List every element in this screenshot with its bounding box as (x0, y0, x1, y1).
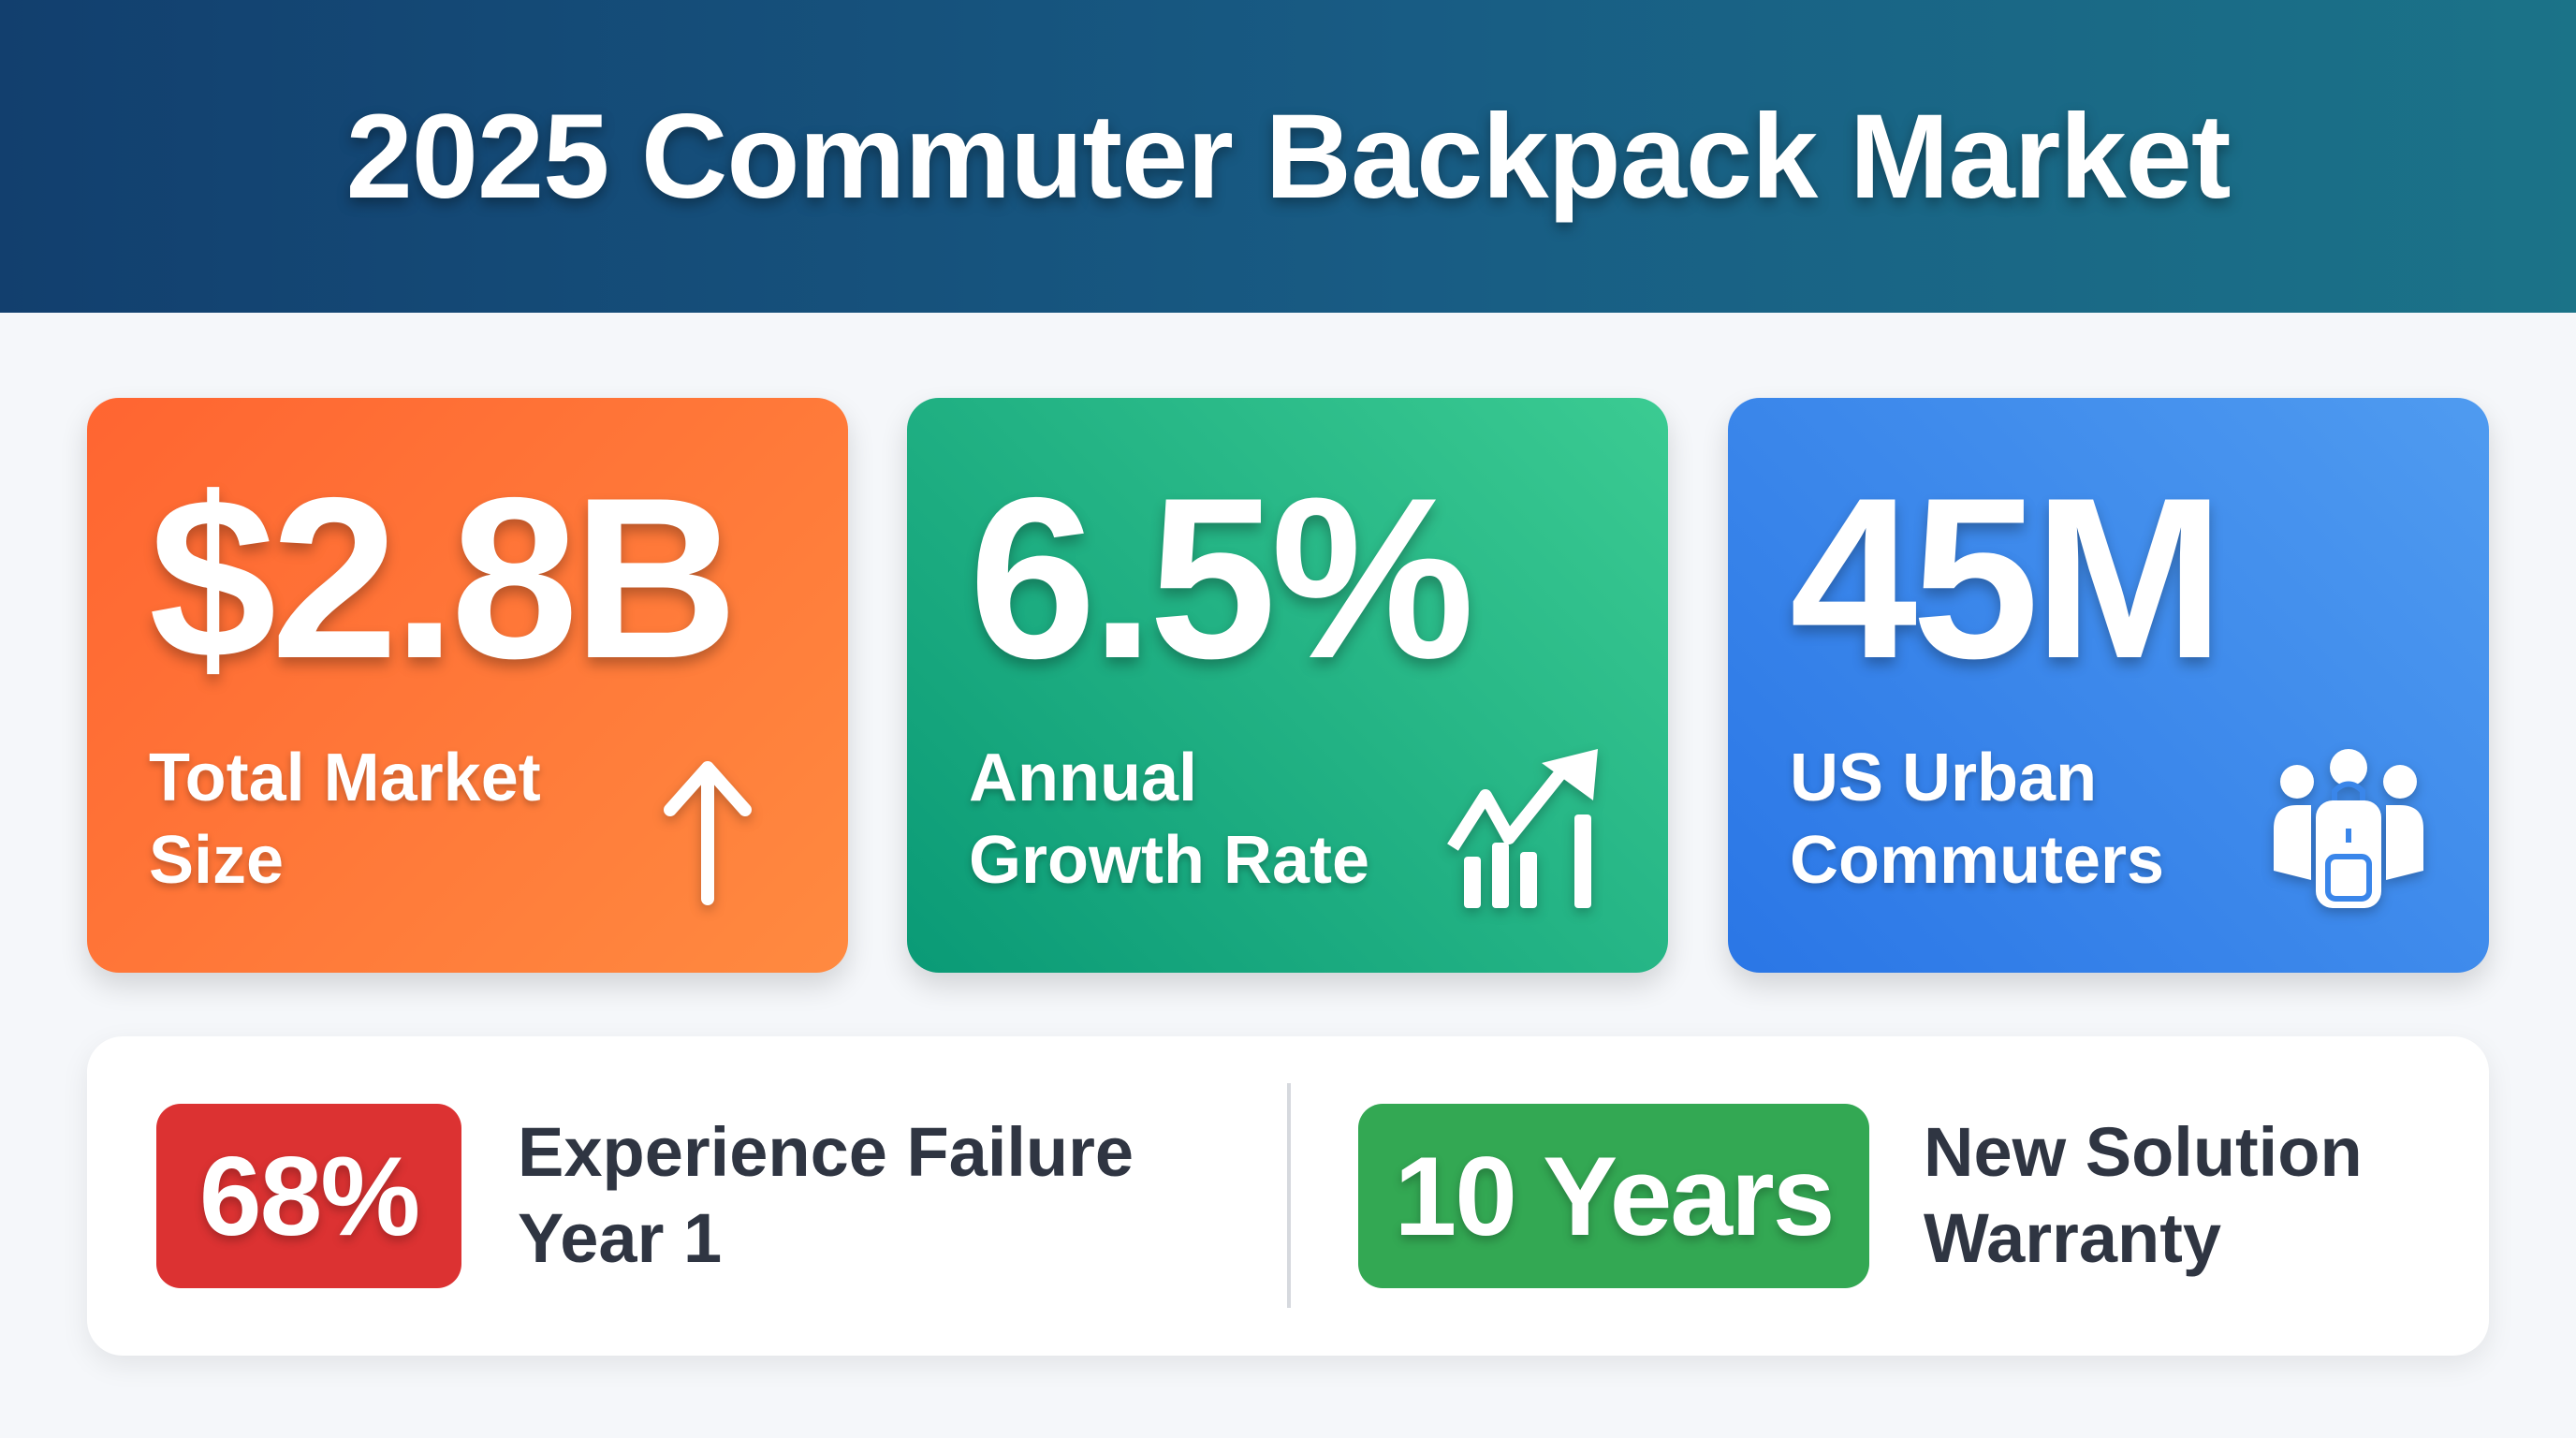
card-value: 6.5% (969, 449, 1474, 706)
market-size-card: $2.8B Total Market Size (87, 398, 848, 973)
failure-rate-text: Experience Failure Year 1 (518, 1113, 1134, 1277)
stats-panel: 68% Experience Failure Year 1 10 Years Ne… (87, 1036, 2489, 1356)
header-banner: 2025 Commuter Backpack Market (0, 0, 2576, 313)
growth-chart-icon (1447, 749, 1598, 908)
card-value: 45M (1790, 449, 2225, 706)
arrow-up-icon (664, 761, 752, 905)
card-label: US Urban Commuters (1790, 741, 2165, 898)
people-backpack-icon (2274, 749, 2423, 908)
card-label: Total Market Size (149, 741, 541, 898)
commuters-card: 45M US Urban Commuters (1728, 398, 2489, 973)
card-label: Annual Growth Rate (969, 741, 1370, 898)
card-value: $2.8B (149, 449, 739, 706)
warranty-text: New Solution Warranty (1924, 1113, 2363, 1277)
failure-rate-badge: 68% (156, 1104, 461, 1288)
growth-rate-card: 6.5% Annual Growth Rate (907, 398, 1668, 973)
divider (1287, 1083, 1291, 1308)
page-title: 2025 Commuter Backpack Market (345, 89, 2232, 224)
warranty-badge: 10 Years (1358, 1104, 1869, 1288)
